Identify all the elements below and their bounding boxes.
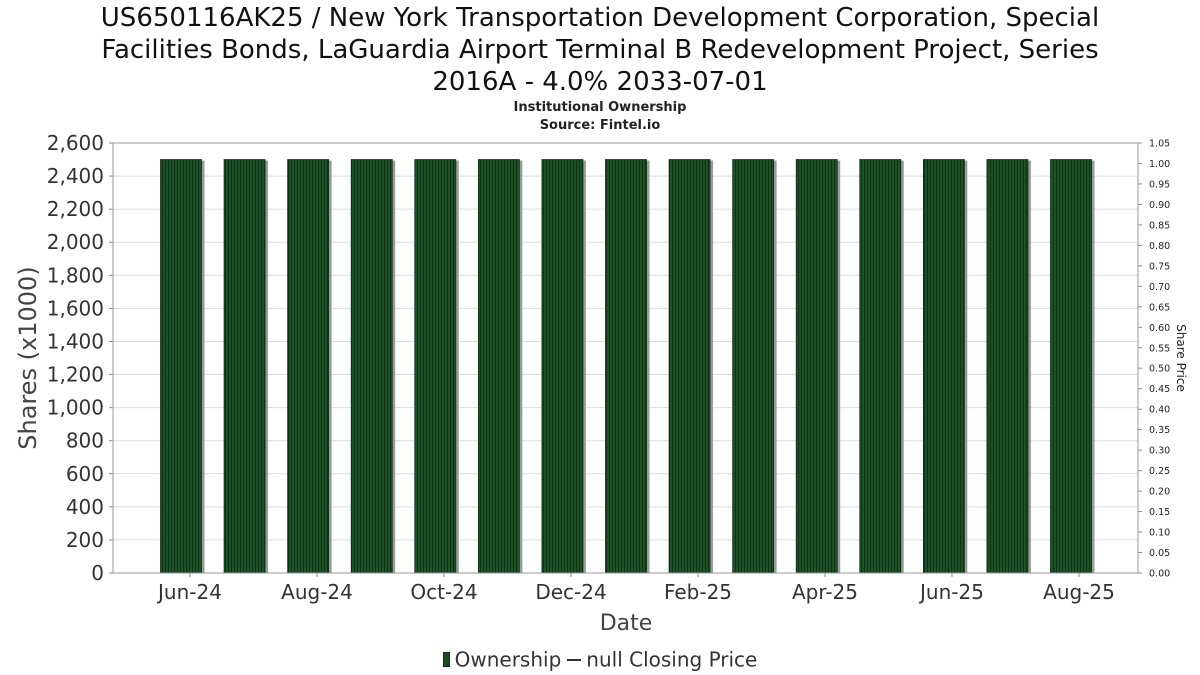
ownership-bar <box>986 159 1029 574</box>
ownership-bar <box>160 159 202 574</box>
ownership-legend-swatch <box>442 652 450 667</box>
x-tick-label: Dec-24 <box>535 580 606 604</box>
y-tick-label: 1,200 <box>47 363 104 387</box>
price-legend-swatch <box>567 658 582 661</box>
y2-tick-label: 0.75 <box>1149 261 1170 272</box>
y2-tick-label: 1.00 <box>1149 159 1170 170</box>
x-axis-label: Date <box>600 611 653 636</box>
x-tick-label: Oct-24 <box>410 580 477 604</box>
chart-subtitle-ownership: Institutional Ownership <box>513 100 687 115</box>
ownership-bar <box>859 159 902 574</box>
ownership-bar <box>732 159 775 574</box>
ownership-bar <box>287 159 330 574</box>
y2-tick-label: 0.80 <box>1149 241 1170 252</box>
y2-tick-label: 0.65 <box>1149 302 1170 313</box>
y2-tick-label: 0.55 <box>1149 343 1170 354</box>
ownership-bar <box>477 159 520 574</box>
price-legend-label: null Closing Price <box>586 647 758 672</box>
y2-tick-label: 0.00 <box>1149 569 1170 580</box>
y-tick-label: 200 <box>66 528 104 552</box>
y2-tick-label: 0.70 <box>1149 282 1170 293</box>
chart-title-line-2: Facilities Bonds, LaGuardia Airport Term… <box>101 35 1099 65</box>
y-tick-label: 2,200 <box>47 197 104 221</box>
y-tick-label: 2,600 <box>47 131 104 155</box>
x-tick-label: Aug-25 <box>1043 580 1115 604</box>
y2-tick-label: 0.85 <box>1149 220 1170 231</box>
ownership-bar <box>1050 159 1092 574</box>
y2-tick-label: 1.05 <box>1149 139 1170 150</box>
y-tick-label: 1,000 <box>47 396 104 420</box>
x-tick-label: Apr-25 <box>792 580 858 604</box>
y-tick-label: 2,400 <box>47 164 104 188</box>
y2-tick-label: 0.95 <box>1149 179 1170 190</box>
y2-tick-label: 0.90 <box>1149 200 1170 211</box>
y2-tick-label: 0.05 <box>1149 548 1170 559</box>
chart-title: US650116AK25 / New York Transportation D… <box>0 2 1200 98</box>
y2-tick-label: 0.45 <box>1149 384 1170 395</box>
y-tick-label: 800 <box>66 429 104 453</box>
ownership-bar <box>414 159 457 574</box>
x-tick-label: Jun-25 <box>918 580 984 604</box>
y2-tick-label: 0.35 <box>1149 425 1170 436</box>
y-axis-label: Shares (x1000) <box>14 266 42 449</box>
legend: Ownership null Closing Price <box>0 646 1200 672</box>
ownership-bar <box>668 159 711 574</box>
chart-title-line-1: US650116AK25 / New York Transportation D… <box>100 3 1100 33</box>
chart-title-line-3: 2016A - 4.0% 2033-07-01 <box>432 67 768 97</box>
y2-tick-label: 0.20 <box>1149 487 1170 498</box>
secondary-y-axis-label: Share Price <box>1174 324 1188 392</box>
y2-tick-label: 0.10 <box>1149 528 1170 539</box>
y2-tick-label: 0.50 <box>1149 364 1170 375</box>
x-tick-label: Jun-24 <box>156 580 222 604</box>
y-tick-label: 0 <box>91 561 104 585</box>
y-tick-label: 600 <box>66 462 104 486</box>
y-tick-label: 400 <box>66 495 104 519</box>
ownership-bar <box>922 159 965 574</box>
ownership-bar <box>223 159 266 574</box>
y-tick-label: 1,800 <box>47 263 104 287</box>
y2-tick-label: 0.30 <box>1149 446 1170 457</box>
y2-tick-label: 0.60 <box>1149 323 1170 334</box>
ownership-bar <box>605 159 647 574</box>
y2-tick-label: 0.40 <box>1149 405 1170 416</box>
y-tick-label: 1,400 <box>47 329 104 353</box>
y2-tick-label: 0.15 <box>1149 507 1170 518</box>
ownership-bar <box>541 159 584 574</box>
chart-subtitle-source: Source: Fintel.io <box>539 118 661 133</box>
ownership-legend-label: Ownership <box>454 647 562 672</box>
x-tick-label: Feb-25 <box>664 580 732 604</box>
x-tick-label: Aug-24 <box>281 580 353 604</box>
ownership-bar <box>350 159 393 574</box>
ownership-bar <box>795 159 838 574</box>
y2-tick-label: 0.25 <box>1149 466 1170 477</box>
y-tick-label: 1,600 <box>47 296 104 320</box>
y-tick-label: 2,000 <box>47 230 104 254</box>
